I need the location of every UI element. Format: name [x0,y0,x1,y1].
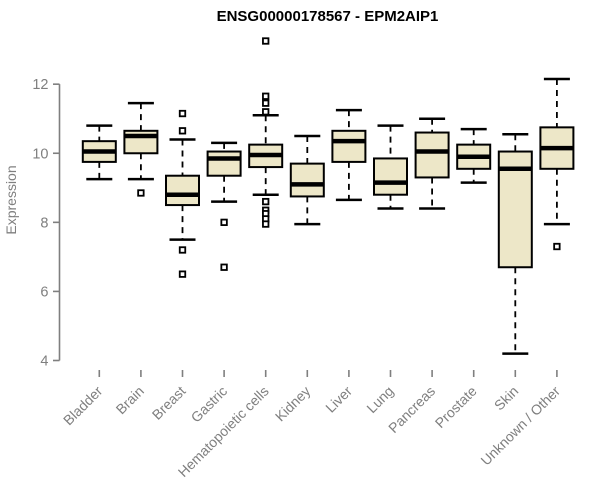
x-category-label: Liver [322,383,355,416]
y-tick-label: 12 [32,77,48,93]
x-category-label: Bladder [60,383,106,429]
box-group-kidney [289,134,325,226]
outlier-point [553,242,561,251]
iqr-box [165,174,200,207]
outlier-point [220,263,228,271]
outlier-point [262,92,270,100]
box-group-brain [123,101,159,197]
box-group-prostate [456,127,492,184]
outlier-point [262,99,270,107]
x-category-label: Brain [113,383,147,417]
x-category-label: Prostate [432,383,480,431]
box-group-pancreas [414,117,450,210]
outlier-point [262,37,270,45]
x-category-label: Breast [149,383,189,423]
outlier-point [178,246,187,254]
x-category-label: Skin [491,383,522,414]
y-tick-label: 4 [40,354,48,370]
iqr-box [289,162,325,198]
outlier-point [262,108,270,116]
x-category-label: Unknown / Other [477,383,563,469]
box-group-breast [165,109,200,278]
outlier-point [262,197,270,206]
outlier-point [178,270,187,278]
box-group-skin [497,133,533,355]
y-tick-label: 10 [32,146,48,162]
y-tick-label: 6 [40,284,48,300]
outlier-point [137,189,145,197]
y-axis-title: Expression [3,165,19,234]
box-group-unknown-other [539,77,575,251]
outlier-point [262,220,270,228]
box-group-lung [373,124,408,210]
box-group-gastric [206,141,242,271]
iqr-box [206,150,242,177]
box-group-liver [331,108,367,202]
x-category-label: Lung [363,383,396,416]
outlier-point [178,109,187,118]
outlier-point [178,127,187,135]
y-tick-label: 8 [40,215,48,231]
box-group-hematopoietic-cells [248,37,284,228]
chart-title: ENSG00000178567 - EPM2AIP1 [216,8,439,25]
outlier-point [220,218,228,226]
iqr-box [331,129,367,163]
iqr-box [373,157,408,196]
x-category-label: Kidney [272,383,314,425]
box-group-bladder [81,124,117,181]
iqr-box [414,131,450,179]
